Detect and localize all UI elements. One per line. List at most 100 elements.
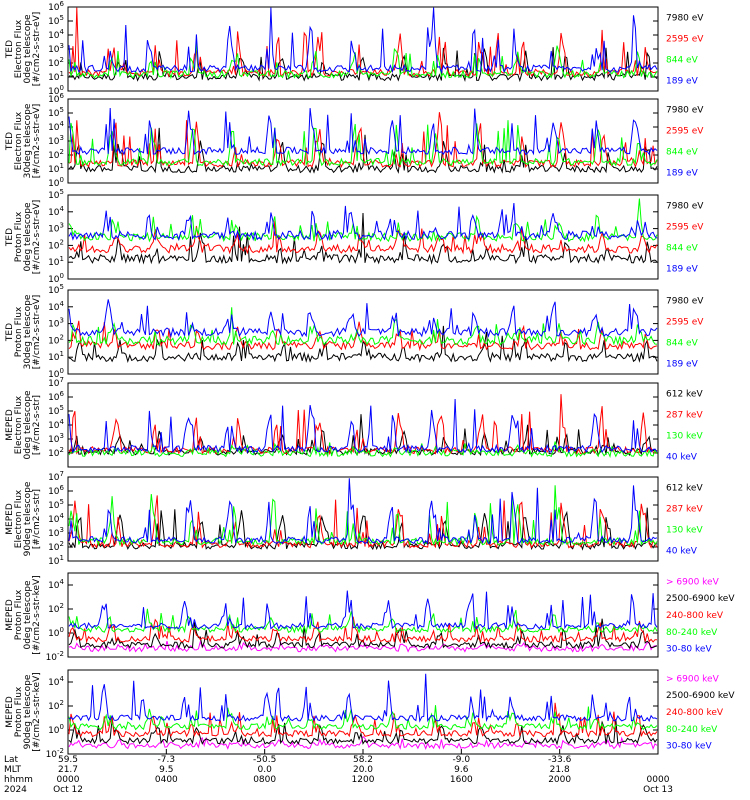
y-tick-label: 101 xyxy=(48,255,64,268)
legend-label: 612 keV xyxy=(666,484,703,494)
series-line xyxy=(68,590,658,631)
legend-label: 2595 eV xyxy=(666,318,704,328)
y-axis-label: TED xyxy=(5,40,15,59)
legend-label: 2595 eV xyxy=(666,35,704,45)
series-line xyxy=(68,394,658,456)
y-tick-label: 102 xyxy=(48,540,64,553)
y-axis-label: Electron Flux xyxy=(14,489,24,548)
x-tick-label: 58.2 xyxy=(353,755,373,765)
x-tick-label: 0000 xyxy=(57,775,80,785)
y-tick-label: 105 xyxy=(48,106,64,119)
x-tick-label: 9.5 xyxy=(159,765,173,775)
series-line xyxy=(68,212,658,265)
plot-frame xyxy=(67,572,659,658)
x-tick-label: 59.5 xyxy=(58,755,78,765)
series-line xyxy=(68,7,658,74)
y-axis-label: Proton Flux xyxy=(14,589,24,640)
y-tick-label: 103 xyxy=(48,42,64,55)
y-axis-label: TED xyxy=(5,323,15,342)
y-tick-label: 102 xyxy=(48,602,64,615)
x-row-label: 2024 xyxy=(4,785,27,795)
y-axis-label: 0deg telescope xyxy=(23,14,33,84)
x-tick-label: Oct 12 xyxy=(53,785,83,795)
series-line xyxy=(68,485,658,547)
panel-7: 10-2 100 102 104 MEPED Proton Flux 0deg telesc… xyxy=(5,572,735,663)
legend-label: 7980 eV xyxy=(666,202,704,212)
legend-label: 7980 eV xyxy=(666,14,704,24)
legend-label: 240-800 keV xyxy=(666,611,724,621)
y-tick-label: 106 xyxy=(48,484,64,497)
legend-label: 130 keV xyxy=(666,526,703,536)
x-tick-label: 0800 xyxy=(253,775,276,785)
x-row-label: hhmm xyxy=(4,775,33,785)
y-axis-label: 30deg telescope xyxy=(23,103,33,178)
series-line xyxy=(68,616,658,644)
series-line xyxy=(68,41,658,80)
y-tick-label: 102 xyxy=(48,699,64,712)
y-axis-label: Proton Flux xyxy=(14,686,24,737)
y-axis-label: 90deg telescope xyxy=(23,674,33,749)
x-tick-label: 2000 xyxy=(548,775,571,785)
series-line xyxy=(68,398,658,455)
legend-label: 2595 eV xyxy=(666,223,704,233)
legend-label: 7980 eV xyxy=(666,106,704,116)
x-tick-label: -7.3 xyxy=(158,755,176,765)
legend-label: 844 eV xyxy=(666,56,699,66)
series-line xyxy=(68,495,658,549)
y-tick-label: 104 xyxy=(48,120,64,133)
legend-label: 287 keV xyxy=(666,505,703,515)
legend-label: 844 eV xyxy=(666,244,699,254)
series-line xyxy=(68,705,658,731)
y-tick-label: 101 xyxy=(48,350,64,363)
series-line xyxy=(68,735,658,750)
y-tick-label: 104 xyxy=(48,578,64,591)
y-axis-label: [#/cm2-s-str-eV] xyxy=(32,200,42,275)
y-tick-label: 107 xyxy=(48,470,64,483)
y-tick-label: 105 xyxy=(48,498,64,511)
x-tick-label: -50.5 xyxy=(253,755,276,765)
legend-label: 40 keV xyxy=(666,453,698,463)
y-axis-label: MEPED xyxy=(5,409,15,441)
y-axis-label: MEPED xyxy=(5,696,15,728)
y-axis-label: 0deg telescope xyxy=(23,390,33,460)
y-tick-label: 103 xyxy=(48,222,64,235)
series-line xyxy=(68,320,658,352)
series-line xyxy=(68,702,658,738)
y-tick-label: 10-2 xyxy=(46,650,64,663)
series-line xyxy=(68,299,658,339)
legend-label: 612 keV xyxy=(666,390,703,400)
y-axis-label: [#/cm2-s-str] xyxy=(32,489,42,549)
series-line xyxy=(68,220,658,255)
y-tick-label: 106 xyxy=(48,390,64,403)
y-tick-label: 101 xyxy=(48,162,64,175)
y-axis-label: 90deg telescope xyxy=(23,481,33,556)
x-row-label: MLT xyxy=(4,765,22,775)
series-line xyxy=(68,441,658,458)
y-axis-label: 30deg telescope xyxy=(23,294,33,369)
legend-label: 80-240 keV xyxy=(666,725,718,735)
y-axis-label: [#/cm2-s-str-eV] xyxy=(32,12,42,87)
y-tick-label: 102 xyxy=(48,148,64,161)
series-line xyxy=(68,120,658,167)
y-axis-label: [#/cm2-s-str-keV] xyxy=(32,672,42,751)
legend-label: 189 eV xyxy=(666,360,699,370)
legend-label: 189 eV xyxy=(666,265,699,275)
y-tick-label: 103 xyxy=(48,432,64,445)
x-tick-label: -33.6 xyxy=(548,755,572,765)
series-line xyxy=(68,7,658,78)
legend-label: > 6900 keV xyxy=(666,577,720,587)
y-tick-label: 100 xyxy=(48,626,64,639)
series-line xyxy=(68,198,658,243)
x-tick-label: 1200 xyxy=(352,775,375,785)
y-tick-label: 101 xyxy=(48,554,64,567)
y-axis-label: MEPED xyxy=(5,599,15,631)
series-line xyxy=(68,673,658,723)
x-tick-label: Oct 13 xyxy=(643,785,673,795)
y-axis-label: Proton Flux xyxy=(14,211,24,262)
y-axis-label: Proton Flux xyxy=(14,306,24,357)
